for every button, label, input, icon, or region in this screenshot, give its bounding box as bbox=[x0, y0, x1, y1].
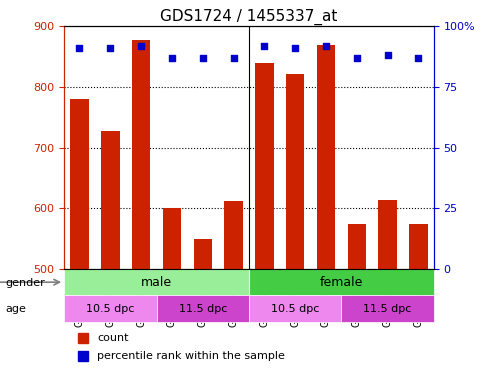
Bar bbox=[409, 224, 427, 269]
Bar bbox=[317, 45, 335, 269]
Bar bbox=[132, 40, 150, 269]
Title: GDS1724 / 1455337_at: GDS1724 / 1455337_at bbox=[160, 9, 338, 25]
FancyBboxPatch shape bbox=[64, 269, 249, 296]
Text: 11.5 dpc: 11.5 dpc bbox=[363, 304, 412, 314]
Text: 11.5 dpc: 11.5 dpc bbox=[178, 304, 227, 314]
FancyBboxPatch shape bbox=[157, 296, 249, 322]
Text: gender: gender bbox=[5, 278, 45, 288]
FancyBboxPatch shape bbox=[249, 296, 341, 322]
Point bbox=[75, 45, 83, 51]
Text: count: count bbox=[98, 333, 129, 343]
Bar bbox=[348, 224, 366, 269]
Text: female: female bbox=[320, 276, 363, 289]
Point bbox=[137, 43, 145, 49]
Bar bbox=[255, 63, 274, 269]
Text: 10.5 dpc: 10.5 dpc bbox=[86, 304, 135, 314]
Point bbox=[291, 45, 299, 51]
Bar bbox=[378, 200, 397, 269]
Bar bbox=[224, 201, 243, 269]
Point bbox=[353, 55, 361, 61]
Bar bbox=[101, 130, 119, 269]
Bar bbox=[70, 99, 89, 269]
Point bbox=[106, 45, 114, 51]
Point bbox=[415, 55, 423, 61]
Text: male: male bbox=[141, 276, 172, 289]
Point bbox=[230, 55, 238, 61]
FancyBboxPatch shape bbox=[64, 296, 157, 322]
Point bbox=[199, 55, 207, 61]
Text: age: age bbox=[5, 304, 26, 314]
FancyBboxPatch shape bbox=[341, 296, 434, 322]
Text: 10.5 dpc: 10.5 dpc bbox=[271, 304, 319, 314]
Bar bbox=[193, 238, 212, 269]
Point bbox=[384, 53, 391, 58]
Text: percentile rank within the sample: percentile rank within the sample bbox=[98, 351, 285, 361]
FancyBboxPatch shape bbox=[249, 269, 434, 296]
Bar bbox=[163, 208, 181, 269]
Point bbox=[322, 43, 330, 49]
Point bbox=[168, 55, 176, 61]
Bar bbox=[286, 74, 305, 269]
Point bbox=[260, 43, 268, 49]
